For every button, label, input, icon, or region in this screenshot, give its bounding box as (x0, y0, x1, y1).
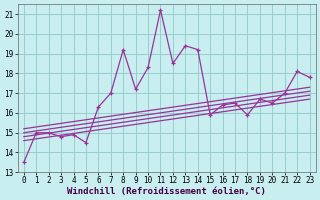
X-axis label: Windchill (Refroidissement éolien,°C): Windchill (Refroidissement éolien,°C) (67, 187, 266, 196)
